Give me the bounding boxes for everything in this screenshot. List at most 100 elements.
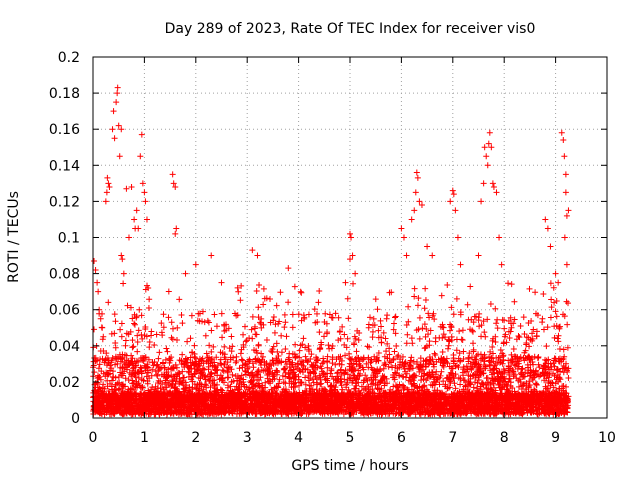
data-point [118, 381, 125, 388]
data-point [206, 342, 213, 349]
data-point [551, 299, 558, 306]
data-point [301, 314, 308, 321]
data-point [327, 370, 334, 377]
data-point [468, 354, 475, 361]
data-point [445, 384, 452, 391]
data-point [422, 285, 429, 292]
data-point [109, 355, 116, 362]
data-point [195, 374, 202, 381]
data-point [249, 385, 256, 392]
data-point [289, 311, 296, 318]
data-point [162, 356, 169, 363]
data-point [118, 333, 125, 340]
data-point [239, 357, 246, 364]
data-point [159, 381, 166, 388]
data-point [119, 381, 126, 388]
data-point [479, 379, 486, 386]
data-point [198, 383, 205, 390]
data-point [521, 330, 528, 337]
data-point [282, 319, 289, 326]
data-point [501, 325, 508, 332]
data-point [445, 345, 452, 352]
data-point [448, 323, 455, 330]
data-point [179, 368, 186, 375]
data-point [415, 295, 422, 302]
data-point [545, 356, 552, 363]
data-point [442, 334, 449, 341]
data-point [512, 353, 519, 360]
data-point [351, 341, 358, 348]
data-point [206, 378, 213, 385]
data-point [323, 330, 330, 337]
data-point [165, 380, 172, 387]
data-point [439, 334, 446, 341]
data-point [294, 360, 301, 367]
data-point [353, 382, 360, 389]
data-point [445, 336, 452, 343]
data-point [208, 348, 215, 355]
data-point [459, 327, 466, 334]
data-point [139, 335, 146, 342]
data-point [370, 315, 377, 322]
data-point [204, 317, 211, 324]
data-point [320, 355, 327, 362]
data-point [390, 320, 397, 327]
data-point [207, 384, 214, 391]
data-point [339, 386, 346, 393]
data-point [517, 379, 524, 386]
data-point [367, 359, 374, 366]
data-point [91, 393, 98, 400]
data-point [275, 380, 282, 387]
data-point [405, 303, 412, 310]
data-point [365, 324, 372, 331]
data-point [322, 310, 329, 317]
data-point [377, 317, 384, 324]
data-point [285, 299, 292, 306]
data-point [332, 310, 339, 317]
data-point [316, 346, 323, 353]
data-point [302, 387, 309, 394]
data-point [118, 320, 125, 327]
data-point [256, 281, 263, 288]
data-point [145, 356, 152, 363]
data-point [174, 324, 181, 331]
data-point [421, 345, 428, 352]
data-point [448, 304, 455, 311]
data-point [384, 340, 391, 347]
data-point [392, 314, 399, 321]
data-point [96, 361, 103, 368]
data-point [394, 383, 401, 390]
data-point [363, 360, 370, 367]
data-point [268, 386, 275, 393]
data-point [124, 302, 131, 309]
data-point [216, 376, 223, 383]
data-point [213, 354, 220, 361]
data-point [255, 367, 262, 374]
data-point [247, 393, 254, 400]
data-point [511, 371, 518, 378]
data-point [513, 361, 520, 368]
data-point [465, 316, 472, 323]
scatter-points [90, 84, 572, 418]
data-point [438, 368, 445, 375]
data-point [240, 344, 247, 351]
data-point [390, 326, 397, 333]
data-point [550, 384, 557, 391]
data-point [265, 367, 272, 374]
data-point [185, 368, 192, 375]
data-point [220, 368, 227, 375]
data-point [205, 366, 212, 373]
data-point [408, 335, 415, 342]
data-point [517, 354, 524, 361]
data-point [450, 351, 457, 358]
data-point [162, 377, 169, 384]
data-point [460, 377, 467, 384]
data-point [223, 364, 230, 371]
data-point [381, 397, 388, 404]
data-point [512, 362, 519, 369]
data-point [241, 362, 248, 369]
data-point [224, 374, 231, 381]
data-point [422, 297, 429, 303]
data-point [422, 333, 429, 340]
data-point [442, 381, 449, 388]
